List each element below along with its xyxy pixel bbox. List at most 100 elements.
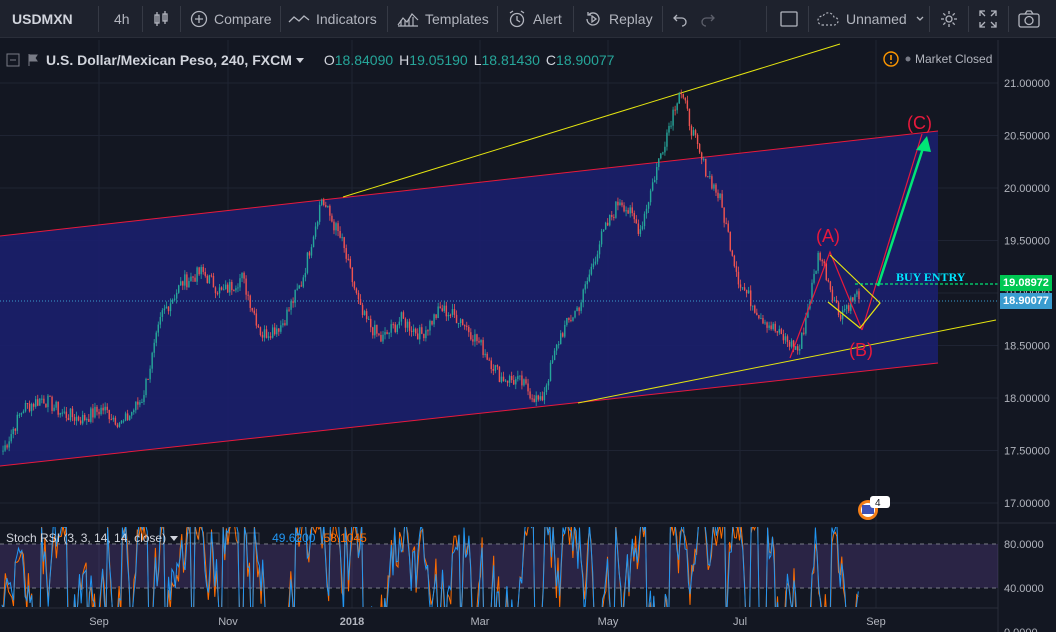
undo-button[interactable] [672, 0, 694, 38]
alarm-clock-icon [507, 10, 527, 28]
fullscreen-toggle-button[interactable] [779, 0, 805, 38]
candle-body [617, 201, 619, 206]
divider [387, 6, 388, 32]
price-tick-label: 20.00000 [1004, 183, 1050, 195]
candle-body [320, 199, 323, 205]
target-arrow-head [916, 136, 931, 152]
candle-body [666, 132, 668, 147]
candle-body [590, 266, 593, 275]
interval-button[interactable]: 4h [114, 11, 130, 27]
candle-body [108, 409, 110, 420]
compare-button[interactable]: Compare [190, 0, 272, 38]
candle-body [531, 398, 533, 400]
candle-body [651, 182, 654, 191]
candle-body [286, 309, 288, 325]
candle-body [627, 210, 629, 214]
candle-body [351, 267, 354, 283]
candle-body [790, 340, 793, 347]
candle-body [133, 410, 135, 413]
replay-button[interactable]: Replay [583, 0, 653, 38]
candle-body [848, 305, 850, 311]
candle-body [668, 125, 670, 133]
alert-label: Alert [533, 11, 562, 27]
candle-body [333, 221, 335, 231]
candle-body [271, 327, 274, 338]
candle-body [421, 327, 423, 334]
candle-body [592, 263, 595, 267]
chart-style-button[interactable] [152, 0, 176, 38]
candle-body [545, 385, 548, 393]
candle-body [492, 368, 495, 371]
market-status[interactable]: Market Closed [883, 51, 992, 67]
time-tick-label: Sep [866, 616, 886, 628]
compare-label: Compare [214, 11, 272, 27]
fullscreen-button[interactable] [978, 0, 1004, 38]
close-icon[interactable] [226, 532, 240, 544]
candle-body [241, 272, 243, 279]
collapse-icon[interactable] [6, 53, 20, 67]
candle-body [104, 406, 106, 411]
layout-menu-button[interactable]: Unnamed [816, 0, 931, 38]
candle-body [53, 407, 55, 411]
candle-body [214, 287, 217, 294]
candle-body [829, 281, 832, 290]
caret-down-icon[interactable] [170, 534, 179, 542]
candle-body [541, 396, 544, 401]
market-status-label: Market Closed [915, 52, 993, 66]
candle-body [778, 329, 781, 333]
candle-body [429, 320, 431, 331]
candle-body [488, 359, 490, 361]
symbol-title[interactable]: U.S. Dollar/Mexican Peso, 240, FXCM [46, 52, 292, 68]
candle-body [323, 199, 325, 206]
candle-body [361, 304, 364, 315]
candle-body [680, 93, 682, 95]
candle-body [396, 325, 399, 333]
gear-icon [939, 9, 959, 29]
templates-button[interactable]: Templates [397, 0, 489, 38]
candle-body [419, 327, 421, 340]
settings-icon[interactable] [206, 532, 220, 544]
caret-down-icon[interactable] [295, 56, 304, 64]
candle-body [92, 408, 94, 418]
candle-body [402, 312, 405, 319]
candle-body [837, 302, 840, 315]
candle-body [821, 259, 823, 262]
more-icon[interactable] [246, 532, 260, 544]
settings-button[interactable] [939, 0, 965, 38]
candle-body [715, 184, 717, 193]
candle-body [774, 323, 776, 332]
candle-body [216, 293, 219, 295]
candle-body [533, 398, 535, 402]
indicators-button[interactable]: Indicators [288, 0, 377, 38]
alert-button[interactable]: Alert [507, 0, 562, 38]
candle-body [341, 237, 343, 239]
candle-body [367, 318, 370, 320]
stoch-title[interactable]: Stoch RSI (3, 3, 14, 14, close) [6, 531, 167, 545]
candle-body [723, 207, 725, 223]
candle-body [159, 316, 162, 325]
candle-body [408, 321, 411, 331]
symbol-search[interactable]: USDMXN [12, 11, 73, 27]
flag-icon[interactable] [26, 53, 40, 67]
candle-body [208, 275, 211, 284]
candle-body [443, 305, 445, 311]
eye-icon[interactable] [186, 532, 200, 544]
candle-body [32, 403, 35, 407]
snapshot-button[interactable] [1018, 0, 1046, 38]
stoch-d-line [2, 527, 859, 607]
candle-body [71, 408, 74, 418]
candle-body [120, 420, 123, 424]
candle-body [292, 301, 294, 303]
redo-button[interactable] [700, 0, 722, 38]
candle-body [811, 282, 813, 302]
candle-body [77, 416, 80, 421]
candle-body [412, 328, 415, 332]
earnings-event-marker[interactable]: 4 [858, 496, 890, 520]
candle-body [451, 309, 454, 315]
time-axis[interactable]: Sep Nov 2018 Mar May Jul Sep [89, 616, 886, 628]
undo-icon [672, 11, 688, 27]
candle-body [308, 252, 311, 256]
channel-lower-line [0, 362, 939, 467]
candle-body [243, 272, 245, 279]
